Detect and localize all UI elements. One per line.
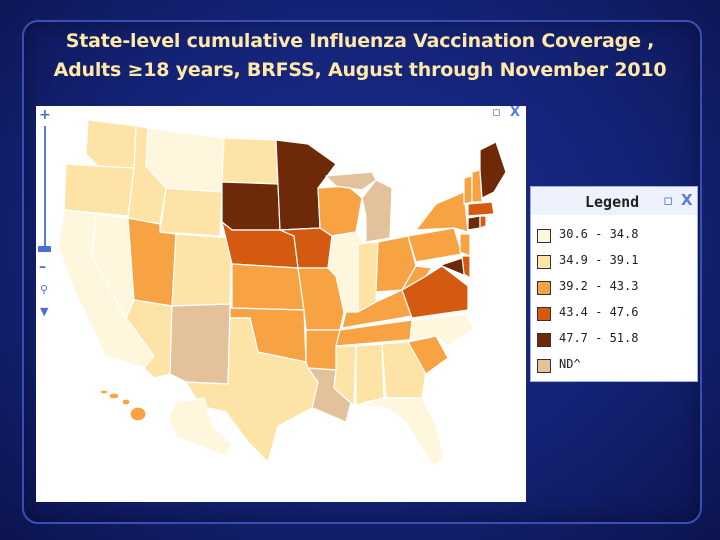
state-ms bbox=[333, 345, 357, 407]
state-sd bbox=[221, 181, 281, 231]
state-ak bbox=[167, 397, 233, 457]
legend-header: Legend ▫ X bbox=[531, 187, 697, 215]
legend-label: 43.4 - 47.6 bbox=[559, 305, 639, 319]
state-nh bbox=[471, 169, 483, 203]
legend-item: 47.7 - 51.8 bbox=[537, 331, 687, 347]
state-wi bbox=[317, 185, 363, 237]
zoom-in-button[interactable]: + bbox=[39, 107, 51, 123]
slide-frame bbox=[22, 20, 702, 524]
legend-label: 47.7 - 51.8 bbox=[559, 331, 639, 345]
legend-swatch bbox=[537, 255, 551, 269]
zoom-slider-thumb[interactable] bbox=[38, 246, 51, 252]
state-ar bbox=[305, 329, 341, 371]
slide-title: State-level cumulative Influenza Vaccina… bbox=[0, 27, 720, 85]
state-ma bbox=[467, 201, 495, 217]
legend-item: 30.6 - 34.8 bbox=[537, 227, 687, 243]
legend-swatch bbox=[537, 229, 551, 243]
state-ks bbox=[231, 263, 305, 311]
legend-item: 39.2 - 43.3 bbox=[537, 279, 687, 295]
state-ri bbox=[479, 215, 487, 229]
title-line-1: State-level cumulative Influenza Vaccina… bbox=[65, 30, 655, 52]
state-tx bbox=[185, 317, 319, 463]
state-ga bbox=[381, 341, 427, 399]
legend-item: 34.9 - 39.1 bbox=[537, 253, 687, 269]
legend-label: ND^ bbox=[559, 357, 581, 371]
state-wy bbox=[159, 187, 223, 237]
state-or bbox=[63, 163, 135, 217]
state-de bbox=[461, 255, 471, 279]
title-line-2: Adults ≥18 years, BRFSS, August through … bbox=[53, 59, 667, 81]
legend-panel: Legend ▫ X 30.6 - 34.8 34.9 - 39.1 39.2 - … bbox=[530, 186, 698, 382]
state-fl bbox=[353, 397, 445, 467]
legend-item: 43.4 - 47.6 bbox=[537, 305, 687, 321]
legend-label: 34.9 - 39.1 bbox=[559, 253, 639, 267]
state-in bbox=[357, 241, 379, 313]
state-me bbox=[479, 141, 507, 199]
legend-label: 39.2 - 43.3 bbox=[559, 279, 639, 293]
legend-title: Legend bbox=[585, 193, 640, 211]
us-choropleth-map[interactable] bbox=[36, 106, 526, 502]
legend-item: ND^ bbox=[537, 357, 687, 373]
pan-icon[interactable]: ▼ bbox=[40, 305, 49, 318]
state-mi bbox=[361, 179, 393, 243]
state-nj bbox=[459, 233, 471, 257]
legend-swatch bbox=[537, 333, 551, 347]
map-close-button[interactable]: X bbox=[510, 106, 521, 120]
legend-close-button[interactable]: X bbox=[681, 191, 693, 209]
state-co bbox=[171, 233, 233, 307]
state-ct bbox=[467, 215, 481, 231]
state-pa bbox=[407, 227, 463, 263]
state-nm bbox=[169, 303, 231, 385]
map-restore-button[interactable]: ▫ bbox=[492, 106, 501, 120]
legend-restore-button[interactable]: ▫ bbox=[663, 191, 674, 209]
zoom-out-button[interactable]: – bbox=[39, 259, 46, 275]
state-ny bbox=[415, 191, 469, 233]
legend-label: 30.6 - 34.8 bbox=[559, 227, 639, 241]
state-nc bbox=[409, 313, 475, 347]
state-nd bbox=[221, 137, 279, 185]
state-vt bbox=[463, 175, 473, 205]
legend-swatch bbox=[537, 281, 551, 295]
state-wa bbox=[85, 119, 137, 169]
state-hi bbox=[99, 389, 147, 422]
zoom-slider-track[interactable] bbox=[44, 126, 46, 248]
legend-swatch bbox=[537, 307, 551, 321]
legend-swatch bbox=[537, 359, 551, 373]
state-mi-up bbox=[325, 171, 377, 191]
magnifier-icon[interactable]: ⚲ bbox=[40, 283, 49, 296]
state-al bbox=[355, 343, 385, 407]
map-panel[interactable]: + – ⚲ ▼ ▫ X bbox=[36, 106, 526, 502]
